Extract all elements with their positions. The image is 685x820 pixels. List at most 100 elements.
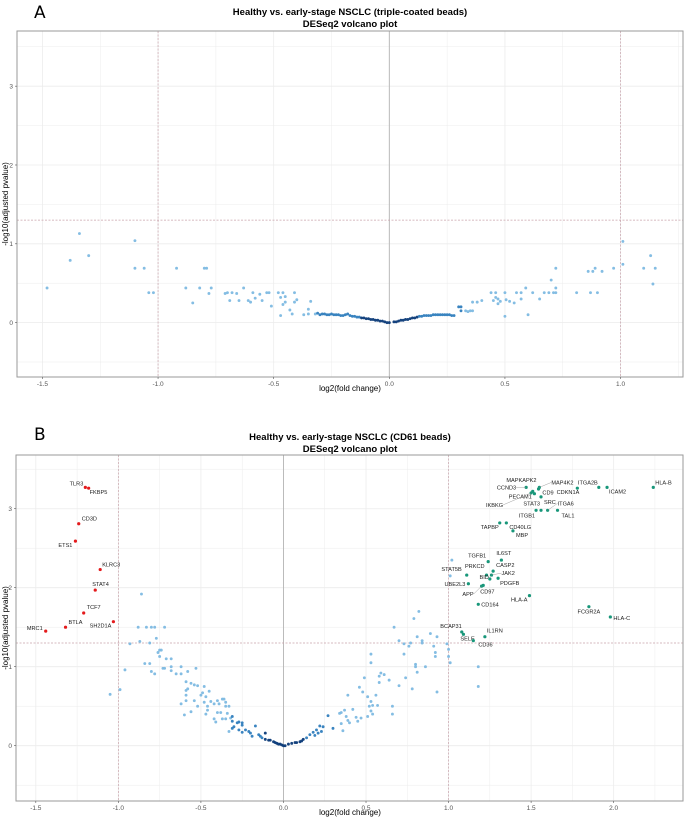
- data-point: [413, 316, 417, 320]
- data-point: [448, 574, 452, 578]
- data-point: [77, 232, 81, 236]
- data-point: [621, 262, 625, 266]
- data-point: [212, 717, 216, 721]
- data-point: [390, 712, 394, 716]
- significant-gene-point: [532, 492, 537, 496]
- data-point: [240, 730, 244, 734]
- data-point: [279, 314, 283, 317]
- data-point: [192, 683, 196, 687]
- data-point: [295, 298, 299, 302]
- data-point: [153, 672, 157, 676]
- data-point: [412, 617, 416, 620]
- data-point: [459, 309, 463, 313]
- data-point: [224, 717, 228, 721]
- data-point: [369, 661, 373, 665]
- data-point: [402, 642, 406, 646]
- data-point: [321, 725, 325, 729]
- data-point: [156, 651, 160, 654]
- data-point: [283, 744, 287, 748]
- gene-label: FKBP5: [90, 490, 108, 496]
- data-point: [260, 736, 264, 740]
- data-point: [554, 286, 558, 290]
- data-point: [334, 313, 338, 317]
- data-point: [186, 669, 190, 673]
- data-point: [397, 684, 401, 688]
- data-point: [246, 299, 250, 302]
- data-point: [357, 685, 361, 689]
- data-point: [385, 321, 389, 325]
- y-tick-label: 0: [9, 320, 13, 327]
- data-point: [140, 592, 143, 596]
- data-point: [420, 314, 424, 318]
- plot-border: [16, 30, 684, 378]
- gene-label: ITGA2B: [578, 480, 598, 486]
- data-point: [392, 625, 396, 629]
- significant-gene-point: [605, 485, 609, 489]
- data-point: [214, 720, 218, 724]
- data-point: [263, 731, 267, 735]
- label-leader-line: [539, 482, 552, 488]
- data-point: [435, 690, 439, 694]
- data-point: [327, 313, 331, 317]
- data-point: [552, 291, 555, 295]
- data-point: [457, 305, 461, 309]
- data-point: [401, 318, 405, 322]
- data-point: [163, 666, 167, 670]
- gene-label: IL6ST: [496, 551, 512, 557]
- data-point: [387, 321, 391, 325]
- data-point: [286, 742, 290, 746]
- data-point: [374, 693, 378, 697]
- data-point: [68, 258, 72, 262]
- data-point: [330, 312, 333, 316]
- data-point: [316, 731, 320, 735]
- data-point: [202, 266, 206, 270]
- data-point: [369, 700, 373, 703]
- data-point: [367, 704, 371, 708]
- data-point: [222, 697, 226, 701]
- gene-label: HLA-A: [511, 598, 528, 604]
- data-point: [118, 688, 122, 692]
- data-point: [466, 310, 470, 314]
- data-point: [554, 266, 558, 270]
- data-point: [133, 266, 137, 270]
- gene-label: BID: [480, 575, 489, 581]
- data-point: [476, 685, 480, 688]
- data-point: [339, 722, 343, 726]
- data-point: [498, 299, 502, 303]
- data-point: [184, 699, 188, 703]
- x-tick-label: 2.0: [609, 805, 618, 812]
- gene-label: IKBKG: [486, 503, 503, 509]
- data-point: [369, 709, 373, 713]
- data-point: [313, 312, 317, 316]
- data-point: [249, 300, 253, 304]
- data-point: [547, 291, 551, 295]
- data-point: [423, 665, 427, 669]
- significant-gene-point: [597, 485, 601, 489]
- gene-label: FCGR2A: [578, 610, 601, 616]
- data-point: [225, 711, 229, 715]
- data-point: [422, 314, 426, 317]
- significant-gene-point: [461, 632, 466, 636]
- data-point: [390, 704, 394, 708]
- data-point: [189, 710, 193, 714]
- significant-gene-point: [489, 573, 494, 577]
- y-tick-label: 3: [9, 83, 13, 90]
- data-point: [206, 708, 209, 712]
- data-point: [149, 625, 153, 629]
- data-point: [480, 299, 484, 302]
- data-point: [512, 301, 516, 305]
- data-point: [406, 318, 410, 321]
- data-point: [649, 254, 653, 258]
- gene-label: JAK2: [501, 571, 514, 577]
- data-point: [301, 737, 305, 741]
- data-point: [420, 639, 424, 643]
- label-leader-line: [491, 572, 502, 576]
- gene-label: TLR3: [70, 481, 84, 487]
- data-point: [355, 315, 359, 319]
- significant-gene-point: [491, 569, 495, 573]
- plot-border: [15, 454, 684, 802]
- gene-label: CD97: [480, 589, 494, 595]
- data-point: [311, 730, 315, 734]
- data-point: [169, 665, 173, 669]
- data-point: [224, 700, 228, 704]
